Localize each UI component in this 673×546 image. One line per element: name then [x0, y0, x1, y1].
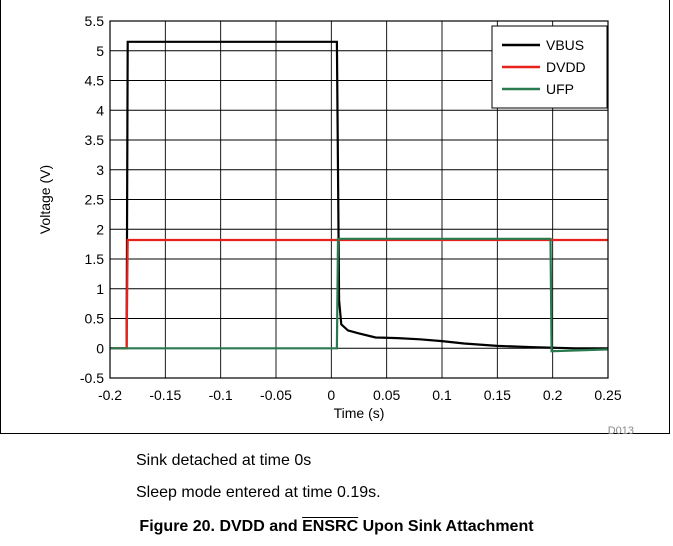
series-line-ufp — [110, 237, 609, 353]
chart-frame — [0, 0, 670, 434]
y-tick-label: 0.5 — [85, 311, 105, 327]
x-tick-label: 0.25 — [594, 387, 621, 403]
note-sleep-mode: Sleep mode entered at time 0.19s. — [136, 484, 381, 501]
y-tick-label: 2.5 — [85, 192, 105, 208]
y-tick-label: 1 — [96, 281, 104, 297]
series-lines — [110, 40, 609, 353]
y-tick-label: -0.5 — [80, 370, 104, 386]
legend-label-dvdd: DVDD — [546, 59, 586, 75]
series-line-vbus — [110, 40, 608, 350]
x-tick-label: 0.2 — [543, 387, 563, 403]
voltage-chart: -0.500.511.522.533.544.555.5 -0.2 -0.15 -0… — [37, 13, 634, 437]
note-sink-detached: Sink detached at time 0s — [136, 452, 312, 469]
x-tick-label: -0.05 — [260, 387, 292, 403]
plot-border — [109, 20, 609, 379]
x-tick-label: -0.2 — [98, 387, 122, 403]
x-tick-label: 0 — [327, 387, 335, 403]
legend-label-ufp: UFP — [546, 81, 574, 97]
caption-ensrc: ENSRC — [302, 518, 359, 535]
x-tick-label: -0.15 — [149, 387, 181, 403]
y-tick-labels: -0.5 0 0.5 1 1.5 2 2.5 3 3.5 4 4.5 5 5.5 — [80, 13, 104, 386]
legend-label-vbus: VBUS — [546, 37, 584, 53]
series-line-dvdd — [110, 238, 608, 350]
figure-code: D013 — [608, 425, 634, 437]
y-tick-label: 0 — [96, 340, 104, 356]
caption-suffix: Upon Sink Attachment — [358, 518, 534, 535]
legend: VBUS DVDD UFP — [491, 25, 608, 109]
y-tick-label: 2 — [96, 221, 104, 237]
x-axis-label: Time (s) — [334, 405, 385, 421]
y-axis-label: Voltage (V) — [37, 165, 53, 234]
x-tick-label: 0.15 — [484, 387, 511, 403]
y-tick-label: 1.5 — [85, 251, 105, 267]
caption-prefix: Figure 20. DVDD and — [139, 518, 303, 535]
figure-caption: Figure 20. DVDD and ENSRC Upon Sink Atta… — [0, 518, 673, 536]
y-tick-label: 5.5 — [85, 13, 105, 29]
x-tick-label: 0.1 — [432, 387, 452, 403]
y-tick-label: 3.5 — [85, 132, 105, 148]
y-tick-label: 4.5 — [85, 73, 105, 89]
x-tick-label: -0.1 — [209, 387, 233, 403]
y-tick-label: 5 — [96, 43, 104, 59]
x-tick-label: 0.05 — [373, 387, 400, 403]
y-tick-label: 3 — [96, 162, 104, 178]
y-tick-label: 4 — [96, 102, 104, 118]
x-tick-labels: -0.2 -0.15 -0.1 -0.05 0 0.05 0.1 0.15 0.2 0.25 — [98, 387, 622, 403]
